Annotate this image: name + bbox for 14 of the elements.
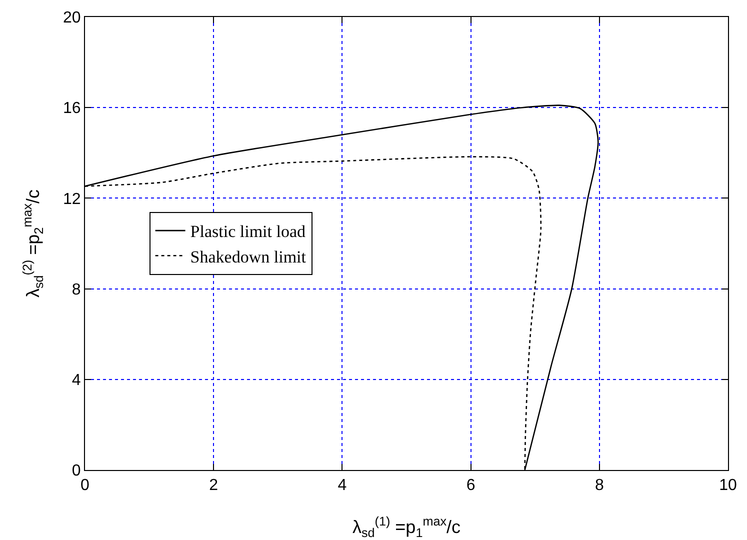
x-tick-label: 6 (466, 477, 476, 494)
x-tick-label: 4 (338, 477, 347, 494)
x-tick-label: 2 (209, 477, 218, 494)
x-tick-label: 8 (594, 477, 604, 494)
x-tick-label: 10 (719, 477, 737, 494)
legend-label: Shakedown limit (190, 247, 306, 266)
y-tick-label: 8 (72, 281, 81, 298)
y-tick-label: 16 (63, 100, 81, 118)
y-tick-label: 20 (63, 10, 81, 27)
legend-label: Plastic limit load (190, 222, 306, 242)
y-tick-label: 0 (72, 462, 81, 480)
x-axis-title: λ$_{sd}$$^{(1)}$ =p$_{1}$$^{max}$/c (352, 514, 461, 540)
y-tick-label: 4 (72, 372, 81, 389)
y-tick-label: 12 (63, 190, 81, 208)
